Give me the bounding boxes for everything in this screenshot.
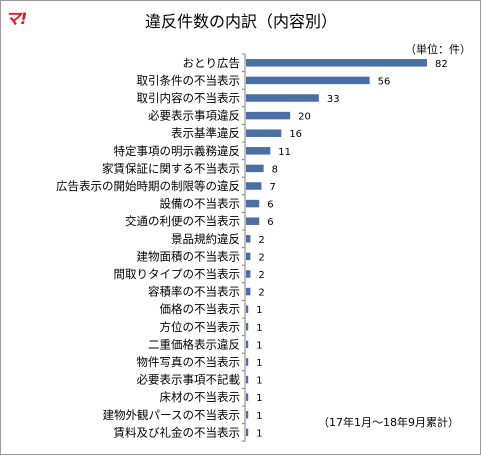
bar — [246, 164, 264, 173]
bar — [246, 76, 370, 85]
value-label: 1 — [256, 376, 262, 387]
category-label: 建物外観パースの不当表示 — [103, 408, 240, 422]
value-label: 1 — [256, 393, 262, 404]
bar — [246, 182, 262, 190]
value-label: 1 — [256, 358, 262, 369]
value-label: 56 — [378, 76, 391, 87]
bar — [246, 235, 251, 243]
value-label: 2 — [258, 235, 264, 246]
bar — [246, 199, 260, 208]
category-label: 家賃保証に関する不当表示 — [102, 161, 240, 175]
category-label: 床材の不当表示 — [160, 390, 241, 404]
value-label: 2 — [258, 252, 264, 263]
value-label: 16 — [289, 129, 302, 140]
category-label: 広告表示の開始時期の制限等の違反 — [56, 179, 240, 193]
category-label: 物件写真の不当表示 — [137, 355, 241, 369]
category-label: 必要表示事項不記載 — [137, 373, 241, 387]
value-label: 1 — [256, 428, 262, 439]
bar — [246, 375, 249, 384]
logo: マ! — [5, 9, 27, 28]
category-label: 必要表示事項違反 — [148, 109, 240, 123]
bar — [246, 94, 319, 102]
category-label: 特定事項の明示義務違反 — [114, 144, 241, 158]
category-label: 方位の不当表示 — [160, 320, 241, 334]
category-label: 取引内容の不当表示 — [137, 91, 241, 105]
category-label: 建物面積の不当表示 — [137, 249, 241, 263]
unit-label: （単位：件） — [405, 42, 471, 56]
bar — [246, 252, 251, 261]
bar — [246, 111, 291, 120]
value-label: 11 — [278, 147, 291, 158]
bar — [246, 217, 260, 225]
value-label: 6 — [267, 200, 273, 211]
bar — [246, 270, 251, 278]
bar — [246, 393, 249, 401]
category-label: 二重価格表示違反 — [148, 337, 240, 351]
category-label: 景品規約違反 — [171, 232, 240, 246]
bar — [246, 147, 271, 155]
bar — [246, 340, 249, 349]
value-label: 2 — [258, 288, 264, 299]
category-label: 設備の不当表示 — [160, 197, 241, 211]
chart-title: 違反件数の内訳（内容別） — [145, 12, 337, 31]
category-label: 容積率の不当表示 — [148, 285, 240, 299]
category-label: 交通の利便の不当表示 — [125, 214, 240, 228]
category-label: 取引条件の不当表示 — [137, 73, 241, 87]
category-label: 賃料及び礼金の不当表示 — [114, 425, 241, 439]
value-label: 1 — [256, 305, 262, 316]
period-note: （17年1月〜18年9月累計） — [318, 415, 459, 429]
value-label: 8 — [272, 164, 278, 175]
bar — [246, 411, 249, 419]
bar — [246, 59, 427, 67]
value-label: 33 — [327, 94, 340, 105]
value-label: 2 — [258, 270, 264, 281]
category-label: 間取りタイプの不当表示 — [114, 267, 241, 281]
value-label: 1 — [256, 411, 262, 422]
bar — [246, 358, 249, 366]
bar — [246, 305, 249, 313]
bar — [246, 287, 251, 296]
category-label: おとり広告 — [183, 56, 241, 70]
category-label: 価格の不当表示 — [160, 302, 241, 316]
bar — [246, 323, 249, 331]
value-label: 1 — [256, 340, 262, 351]
value-label: 82 — [435, 59, 448, 70]
bar — [246, 428, 249, 437]
bar — [246, 129, 282, 137]
value-label: 1 — [256, 323, 262, 334]
value-label: 7 — [269, 182, 275, 193]
value-label: 6 — [267, 217, 273, 228]
value-label: 20 — [298, 112, 311, 123]
category-label: 表示基準違反 — [171, 126, 240, 140]
